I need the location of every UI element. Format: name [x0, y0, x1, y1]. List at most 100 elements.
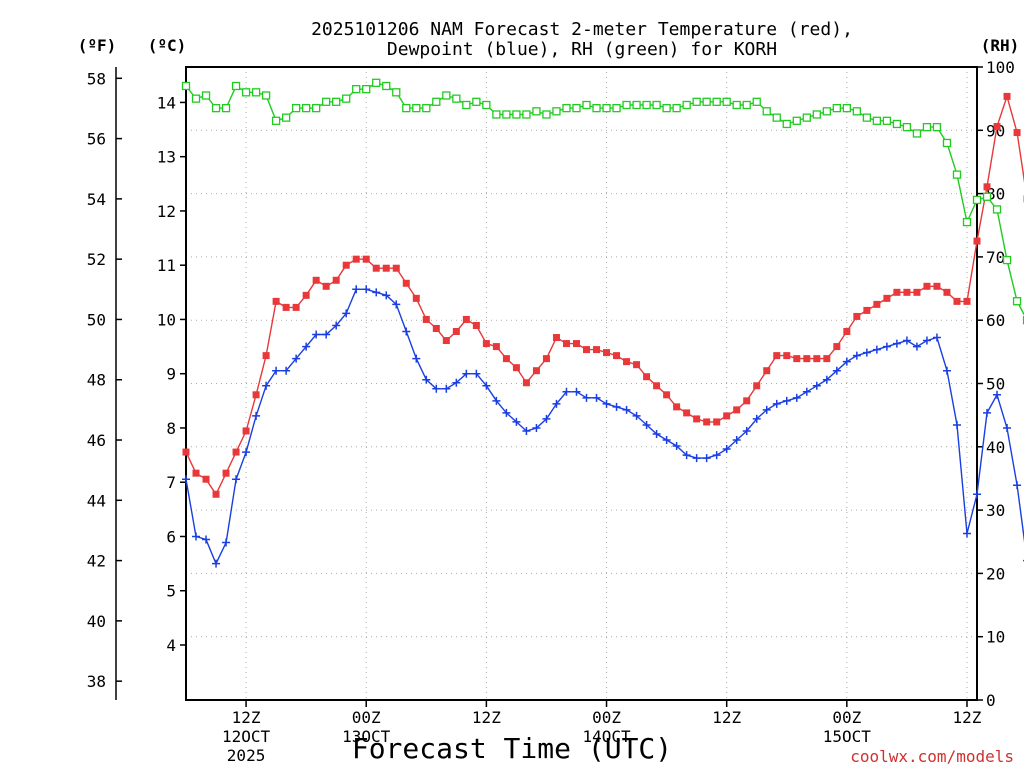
rh-point	[832, 103, 841, 113]
dewpoint-point	[902, 336, 911, 345]
temperature-point	[673, 403, 681, 411]
rh-point	[892, 119, 902, 129]
rh-point	[261, 91, 271, 100]
temperature-point	[462, 315, 470, 323]
rh-point	[512, 110, 521, 119]
dewpoint-point	[782, 396, 791, 405]
dewpoint-point	[983, 408, 992, 417]
dewpoint-point	[552, 399, 561, 408]
rh-point	[211, 103, 221, 113]
temperature-point	[993, 123, 1001, 131]
temperature-point	[422, 315, 430, 323]
rh-point	[792, 116, 801, 125]
dewpoint-point	[962, 529, 971, 538]
rh-point	[942, 138, 952, 148]
f-tick-label: 44	[87, 491, 106, 510]
temperature-point	[593, 346, 601, 354]
rh-point	[312, 103, 321, 113]
temperature-point	[973, 237, 981, 245]
dewpoint-point	[492, 396, 501, 405]
dewpoint-point	[602, 399, 611, 408]
temperature-point	[843, 328, 851, 336]
rh-point	[402, 103, 411, 113]
dewpoint-point	[202, 535, 211, 544]
rh-point	[572, 103, 581, 113]
temperature-point	[212, 490, 220, 498]
rh-tick-label: 50	[986, 375, 1005, 394]
rh-point	[662, 103, 671, 113]
c-tick-label: 5	[166, 582, 176, 601]
temperature-point	[903, 288, 911, 296]
dewpoint-line	[185, 288, 1024, 566]
dewpoint-point	[842, 357, 851, 366]
dewpoint-point	[832, 366, 841, 375]
x-tick-label: 00Z	[592, 708, 621, 727]
temperature-point	[933, 282, 941, 290]
dewpoint-point	[732, 436, 741, 445]
x-tick-label: 00Z	[832, 708, 861, 727]
f-tick-label: 40	[87, 612, 106, 631]
dewpoint-point	[402, 327, 411, 336]
rh-tick-label: 40	[986, 438, 1005, 457]
rh-point	[181, 81, 191, 91]
x-tick-label: 13OCT	[342, 727, 391, 746]
series-dewpoint	[182, 285, 1024, 568]
rh-point	[722, 97, 731, 106]
dewpoint-point	[752, 414, 761, 423]
rh-point	[812, 110, 821, 119]
dewpoint-point	[292, 354, 301, 363]
temperature-point	[703, 418, 711, 426]
temperature-point	[342, 261, 350, 269]
rh-point	[702, 97, 711, 106]
dewpoint-point	[502, 408, 511, 417]
dewpoint-point	[532, 423, 541, 432]
temperature-point	[733, 406, 741, 414]
temperature-point	[913, 288, 921, 296]
dewpoint-point	[1013, 481, 1022, 490]
rh-tick-label: 100	[986, 58, 1015, 77]
temperature-point	[693, 415, 701, 423]
temperature-point	[683, 409, 691, 417]
rh-point	[231, 81, 241, 91]
dewpoint-point	[862, 348, 871, 357]
dewpoint-point	[932, 333, 941, 342]
rh-point	[882, 116, 892, 125]
rh-point	[872, 116, 882, 125]
dewpoint-point	[542, 414, 551, 423]
x-tick-label: 2025	[227, 746, 266, 765]
rh-point	[762, 107, 771, 116]
temperature-point	[583, 346, 591, 354]
temperature-point	[232, 448, 240, 456]
dewpoint-point	[592, 393, 601, 402]
x-axis-label: Forecast Time (UTC)	[352, 732, 672, 765]
rh-point	[802, 113, 811, 122]
temperature-point	[1003, 92, 1011, 100]
rh-point	[622, 100, 631, 110]
temperature-point	[833, 343, 841, 351]
c-tick-label: 6	[166, 527, 176, 546]
dewpoint-point	[312, 330, 321, 339]
temperature-point	[362, 255, 370, 263]
c-tick-label: 11	[157, 256, 176, 275]
dewpoint-point	[282, 366, 291, 375]
rh-point	[902, 122, 912, 132]
dewpoint-point	[892, 339, 901, 348]
axes: 3840424446485052545658456789101112131401…	[87, 58, 1015, 765]
dewpoint-point	[882, 342, 891, 351]
rh-point	[442, 91, 451, 100]
dewpoint-point	[942, 366, 951, 375]
temperature-point	[923, 282, 931, 290]
rh-point	[652, 100, 661, 110]
temperature-point	[983, 183, 991, 191]
rh-point	[772, 113, 781, 122]
temperature-point	[302, 291, 310, 299]
temperature-point	[272, 297, 280, 305]
dewpoint-point	[362, 285, 371, 294]
temperature-point	[392, 264, 400, 272]
x-tick-label: 14OCT	[582, 727, 631, 746]
rh-point	[251, 88, 261, 97]
temperature-point	[883, 294, 891, 302]
rh-point	[642, 100, 651, 110]
rh-point	[382, 81, 391, 91]
temperature-point	[312, 276, 320, 284]
